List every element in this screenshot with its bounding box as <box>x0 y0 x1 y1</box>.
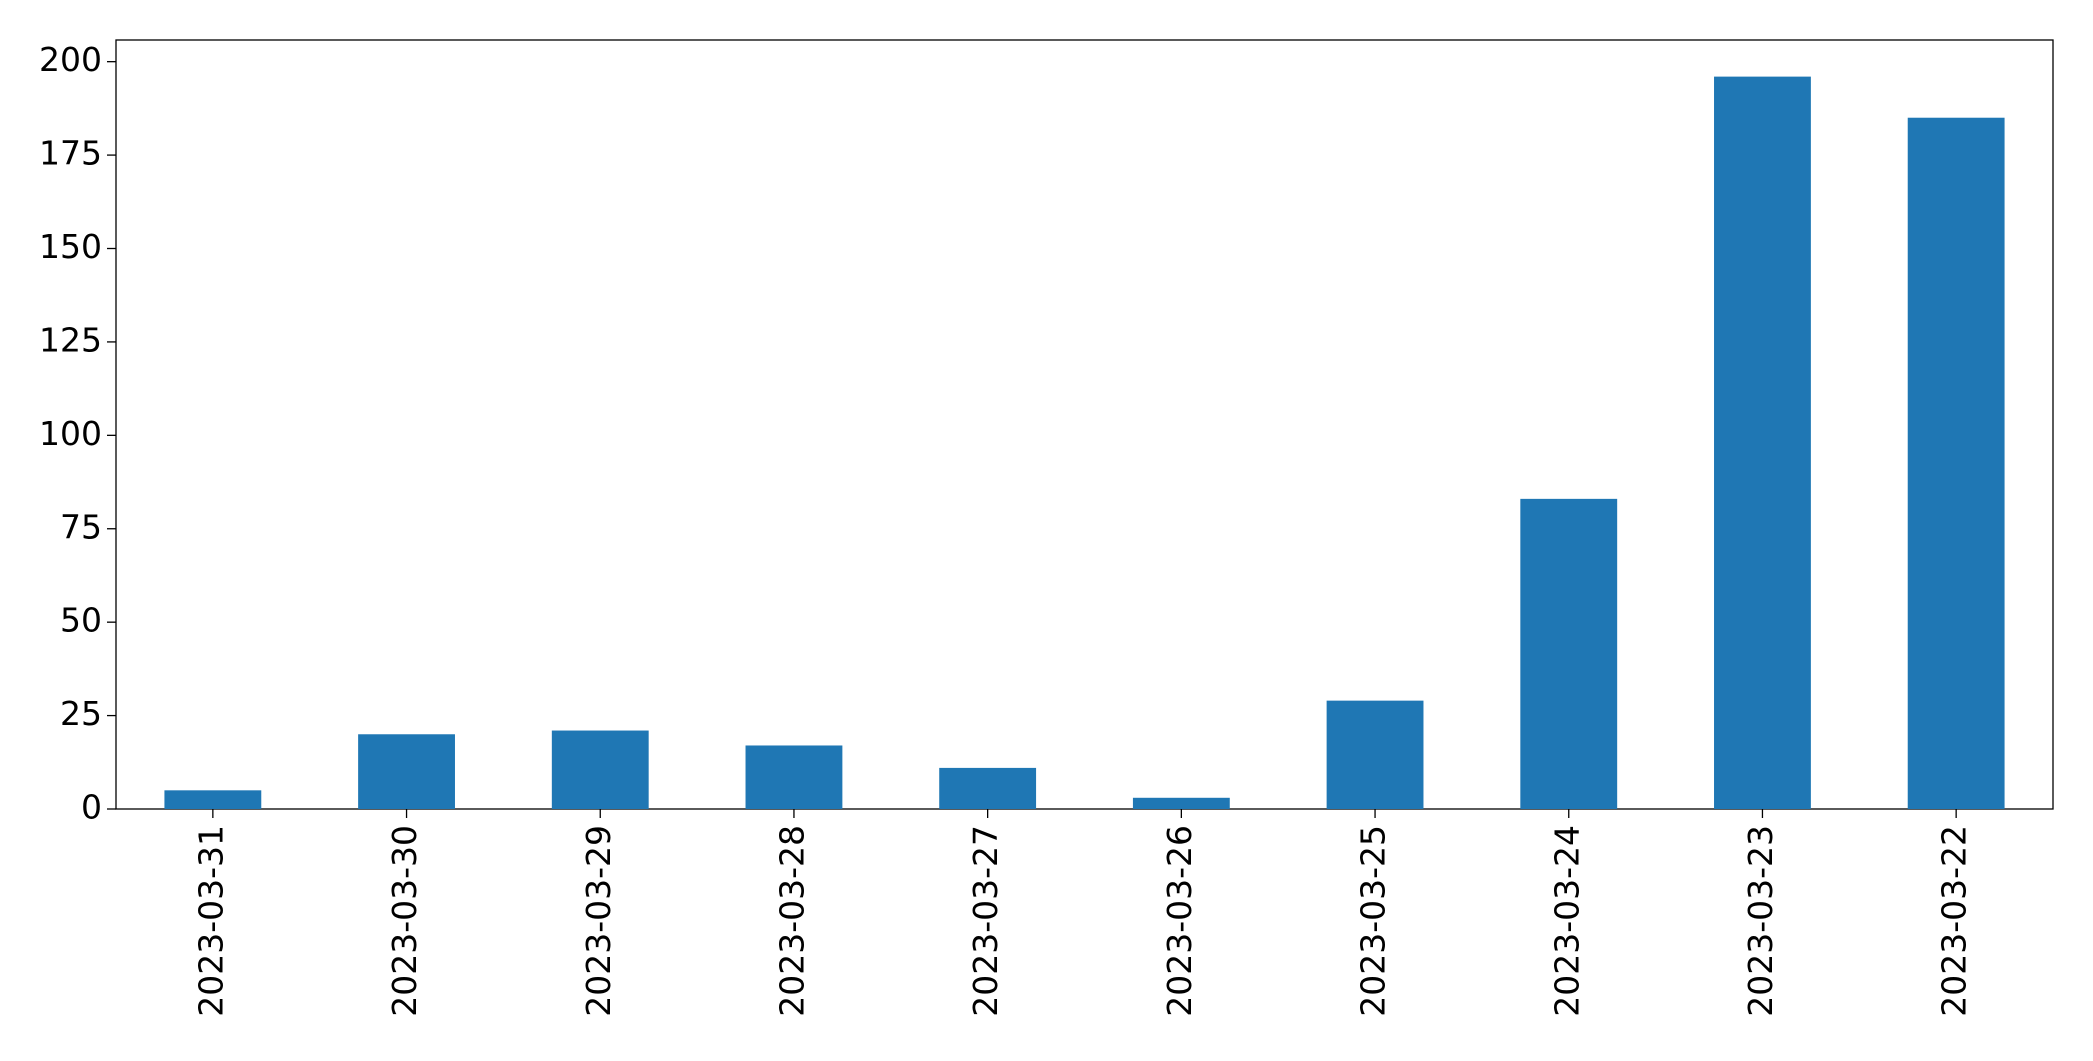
x-tick-label: 2023-03-31 <box>191 825 230 1017</box>
x-tick-label: 2023-03-23 <box>1741 825 1780 1017</box>
bar <box>939 767 1037 809</box>
bar <box>745 745 843 809</box>
y-tick-label: 200 <box>39 40 102 79</box>
bar <box>1326 700 1424 809</box>
x-tick-label: 2023-03-24 <box>1547 825 1586 1017</box>
bar <box>551 730 649 809</box>
x-tick-label: 2023-03-29 <box>579 825 618 1017</box>
bar <box>1520 498 1618 809</box>
y-tick-label: 0 <box>81 788 102 827</box>
y-tick-label: 175 <box>39 134 102 173</box>
bar <box>1132 797 1230 809</box>
x-tick-label: 2023-03-26 <box>1160 825 1199 1017</box>
y-tick-label: 50 <box>60 601 102 640</box>
plot-frame <box>115 39 2054 810</box>
bar <box>164 790 262 809</box>
y-tick-label: 75 <box>60 507 102 546</box>
y-tick-label: 100 <box>39 414 102 453</box>
x-tick-label: 2023-03-22 <box>1935 825 1974 1017</box>
x-tick-label: 2023-03-30 <box>385 825 424 1017</box>
bar <box>1714 76 1811 810</box>
x-tick-label: 2023-03-25 <box>1354 825 1393 1017</box>
x-tick-label: 2023-03-28 <box>772 825 811 1017</box>
bar <box>1907 117 2005 810</box>
x-tick-label: 2023-03-27 <box>966 825 1005 1017</box>
y-tick-label: 25 <box>60 694 102 733</box>
bar <box>358 734 455 809</box>
y-tick-label: 150 <box>39 227 102 266</box>
y-tick-label: 125 <box>39 320 102 359</box>
